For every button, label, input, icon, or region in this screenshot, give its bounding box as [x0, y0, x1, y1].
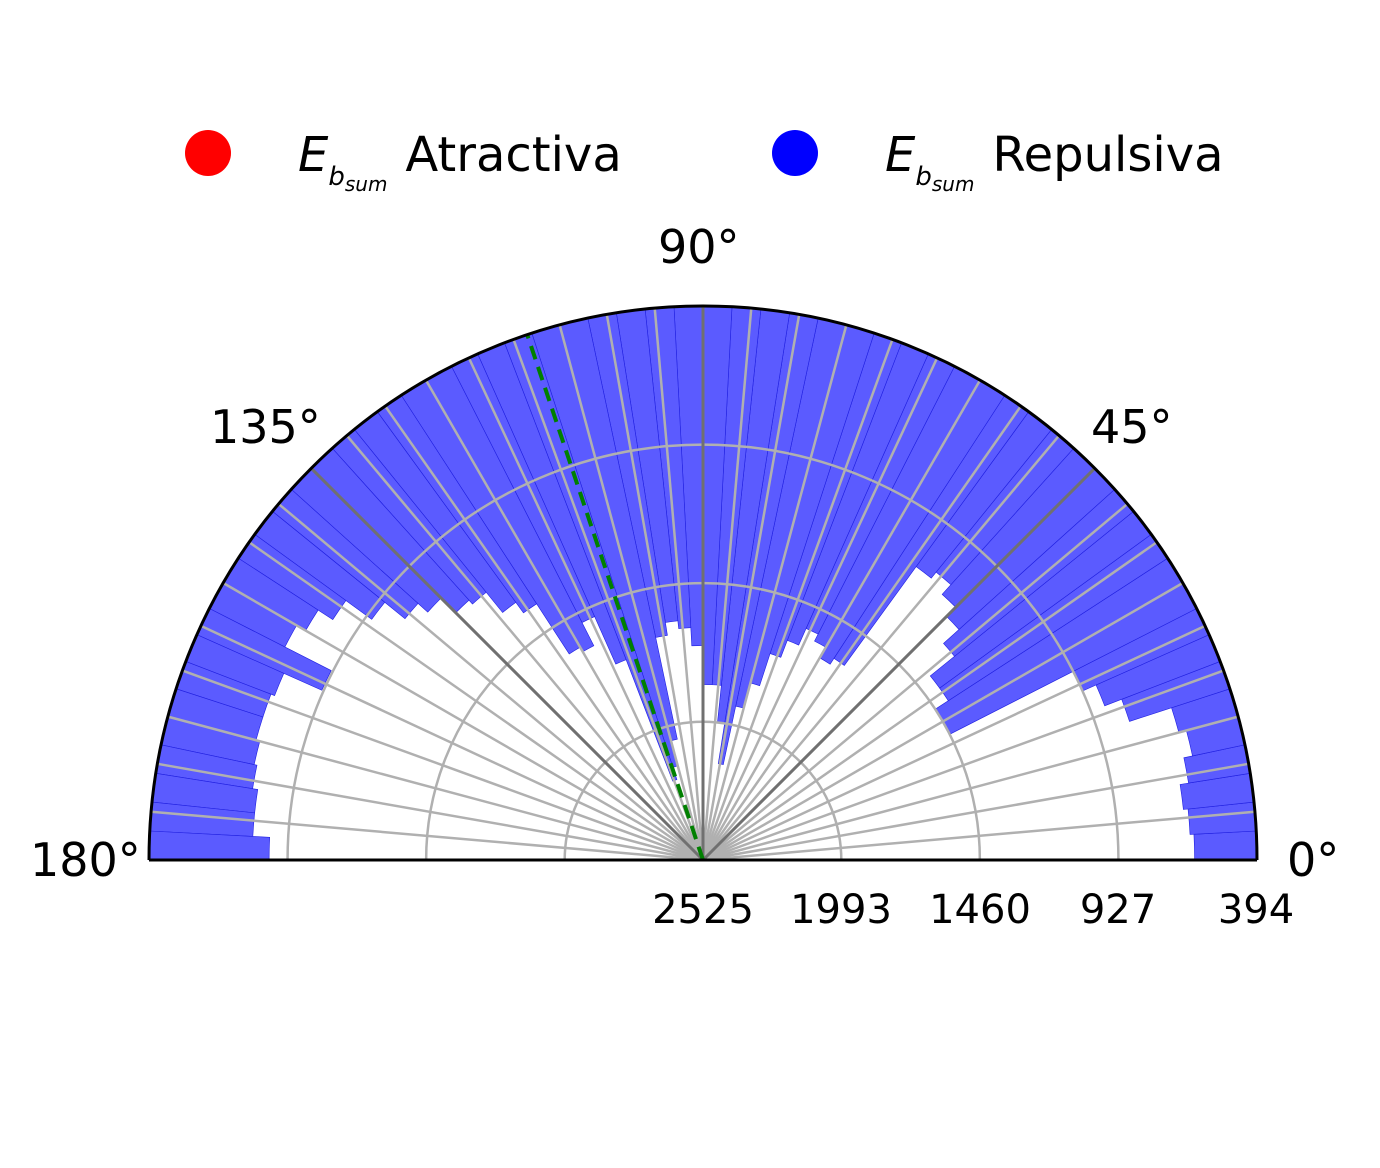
radial-tick-2: 1460 [929, 887, 1031, 933]
angular-gridline [702, 762, 1249, 862]
dashed-layer [525, 333, 705, 861]
radial-tick-4: 394 [1218, 887, 1294, 933]
bars-layer [148, 305, 1258, 861]
angular-gridline [702, 624, 1206, 862]
angular-gridline [605, 314, 705, 861]
angular-gridline [701, 307, 753, 861]
angle-tick-90: 90° [658, 220, 740, 274]
angular-gridline [345, 434, 704, 861]
angular-gridline [167, 715, 704, 862]
polar-bar [1193, 830, 1258, 861]
angular-gridline [558, 324, 705, 861]
angular-gridline [653, 307, 705, 861]
radial-tick-1: 1993 [790, 887, 892, 933]
angular-gridline [702, 541, 1158, 862]
angular-gridline [181, 669, 704, 862]
angular-gridline [467, 357, 705, 861]
angular-gridline [200, 624, 704, 862]
angular-gridline [702, 810, 1256, 862]
legend-sub-sum: sum [345, 172, 388, 196]
angular-gridline [248, 541, 704, 862]
radial-tick-3: 927 [1080, 887, 1156, 933]
legend-sub-b: b [328, 162, 345, 192]
mean-direction-line [525, 333, 705, 861]
legend-label-atractiva: Ebsum Atractiva [298, 127, 622, 196]
legend: EbsumAtractiva EbsumRepulsiva [185, 127, 1224, 196]
legend-symbol: E [885, 127, 916, 183]
angular-gridline [701, 379, 982, 861]
radial-tick-0: 2525 [652, 887, 754, 933]
frame-layer [147, 304, 1259, 862]
angular-gridline [384, 405, 705, 861]
legend-marker-repulsiva [772, 130, 818, 176]
angle-tick-45: 45° [1091, 400, 1173, 454]
major-spoke [310, 467, 705, 862]
angular-gridline [701, 314, 801, 861]
angular-gridline [424, 379, 705, 861]
angular-gridline [150, 810, 704, 862]
angle-tick-180: 180° [30, 833, 141, 887]
polar-frame [147, 304, 1259, 861]
angular-gridline [702, 581, 1184, 862]
angle-tick-135: 135° [210, 400, 321, 454]
major-spoke [701, 467, 1096, 862]
angular-gridline [701, 338, 894, 861]
legend-symbol: E [298, 127, 329, 183]
legend-text: Repulsiva [992, 127, 1223, 183]
angular-gridline [512, 338, 705, 861]
angular-gridline [702, 434, 1061, 861]
legend-sub-sum: sum [932, 172, 975, 196]
angular-gridline [222, 581, 704, 862]
angular-gridline [701, 324, 848, 861]
angular-gridline [157, 762, 704, 862]
angular-gridline [702, 715, 1239, 862]
angular-gridline [701, 405, 1022, 861]
legend-label-repulsiva: Ebsum Repulsiva [885, 127, 1224, 196]
angular-gridline [701, 357, 939, 861]
legend-text: Atractiva [405, 127, 621, 183]
angular-gridline [702, 502, 1129, 861]
angular-gridline [277, 502, 704, 861]
legend-marker-atractiva [185, 130, 231, 176]
angle-tick-0: 0° [1287, 833, 1339, 887]
grid-layer [150, 306, 1256, 862]
angular-gridline [702, 669, 1225, 862]
legend-sub-b: b [915, 162, 932, 192]
